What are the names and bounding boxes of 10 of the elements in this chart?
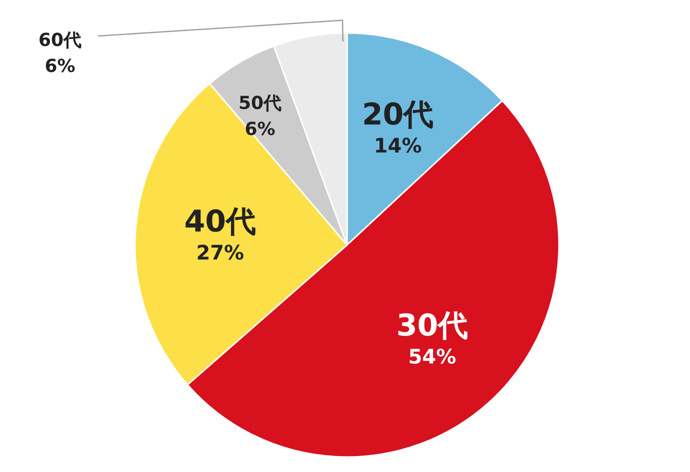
slice-label: 60代 — [38, 30, 82, 51]
data-label: 54% — [408, 344, 456, 368]
slice-label: 30代 — [396, 308, 468, 344]
slice-label: 50代 — [238, 93, 282, 114]
data-label: 6% — [244, 119, 276, 140]
slice-label: 20代 — [362, 97, 434, 132]
slice-label: 40代 — [184, 204, 256, 240]
data-label: 6% — [44, 56, 76, 77]
data-label: 14% — [374, 133, 422, 158]
data-label: 27% — [196, 240, 244, 265]
